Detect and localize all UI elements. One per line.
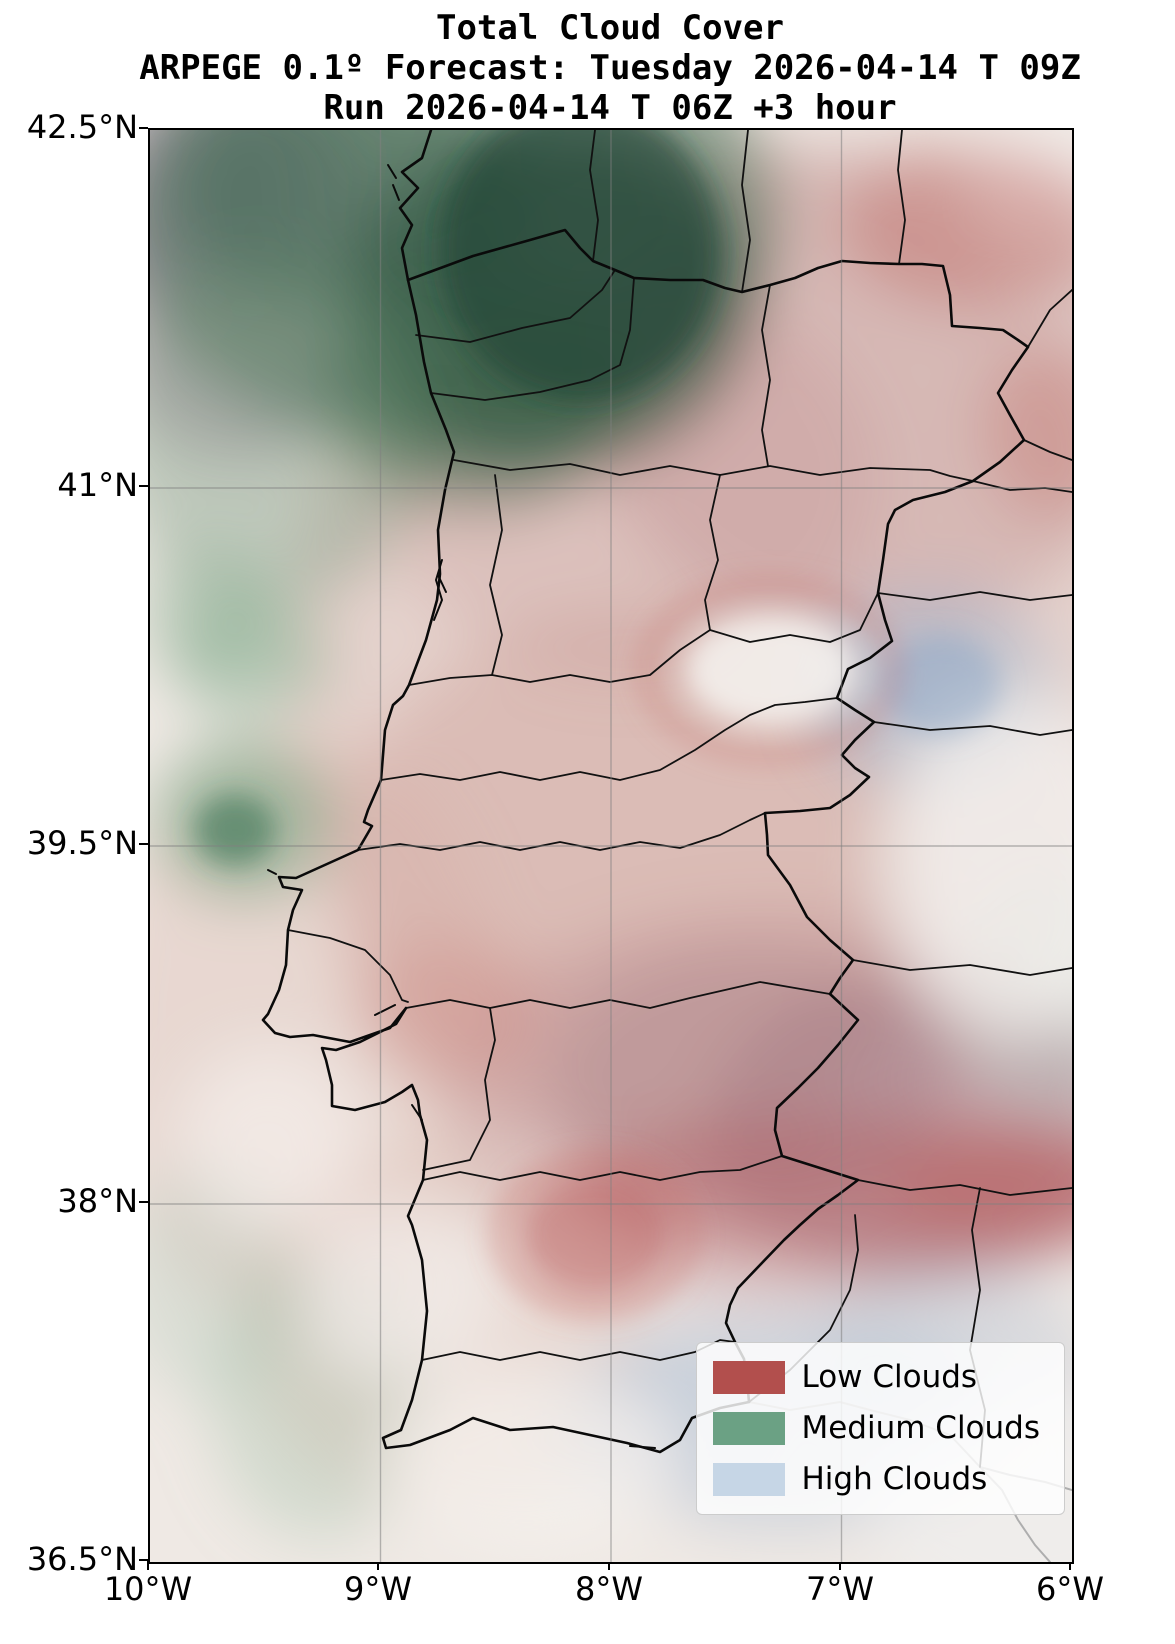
plot-subtitle: ARPEGE 0.1º Forecast: Tuesday 2026-04-14…	[139, 48, 1081, 88]
legend-item: High Clouds	[713, 1463, 1040, 1496]
y-axis-tick: 41°N	[57, 466, 138, 505]
coastline-path	[261, 130, 1030, 1454]
tick-mark	[608, 1561, 610, 1570]
legend-swatch-high-clouds	[713, 1463, 786, 1496]
plot-title: Total Cloud Cover	[436, 8, 784, 48]
x-axis-tick: 8°W	[575, 1570, 643, 1608]
tick-mark	[377, 1561, 379, 1570]
tick-mark	[139, 127, 148, 129]
legend: Low Clouds Medium Clouds High Clouds	[696, 1342, 1065, 1515]
x-axis-tick: 9°W	[344, 1570, 412, 1608]
legend-swatch-low-clouds	[713, 1361, 786, 1394]
legend-label: Medium Clouds	[801, 1410, 1040, 1446]
tick-mark	[139, 1559, 148, 1561]
x-axis-tick: 6°W	[1036, 1570, 1104, 1608]
map-plot: Low Clouds Medium Clouds High Clouds	[148, 128, 1074, 1564]
y-axis-tick: 39.5°N	[26, 824, 138, 863]
plot-run-line: Run 2026-04-14 T 06Z +3 hour	[323, 88, 897, 128]
tick-mark	[139, 485, 148, 487]
tick-mark	[147, 1561, 149, 1570]
map-canvas	[150, 130, 1072, 1562]
y-axis-tick: 38°N	[57, 1182, 138, 1221]
tick-mark	[139, 1201, 148, 1203]
tick-mark	[1069, 1561, 1071, 1570]
cloud-shading-detail-layer	[195, 130, 1000, 1317]
y-axis-tick: 42.5°N	[26, 108, 138, 147]
x-axis-tick: 10°W	[103, 1570, 193, 1608]
gridlines	[150, 130, 1072, 1562]
tick-mark	[139, 843, 148, 845]
tick-mark	[839, 1561, 841, 1570]
legend-item: Low Clouds	[713, 1361, 1040, 1394]
y-axis-tick: 36.5°N	[26, 1540, 138, 1579]
x-axis-tick: 7°W	[806, 1570, 874, 1608]
legend-swatch-medium-clouds	[713, 1412, 786, 1445]
legend-label: Low Clouds	[801, 1359, 978, 1395]
legend-item: Medium Clouds	[713, 1412, 1040, 1445]
legend-label: High Clouds	[801, 1461, 988, 1497]
